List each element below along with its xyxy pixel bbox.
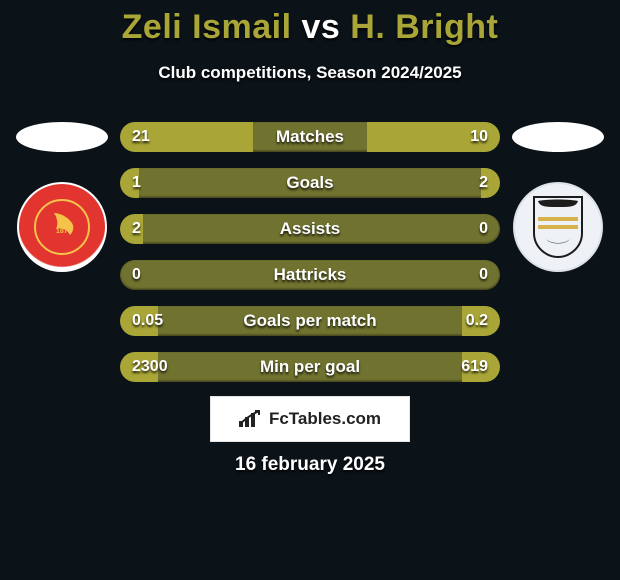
stat-value-left: 2 xyxy=(132,220,141,238)
club-crest-right xyxy=(513,182,603,272)
stat-row: 21 Matches 10 xyxy=(120,122,500,152)
date-label: 16 february 2025 xyxy=(235,454,385,476)
page-title: Zeli Ismail vs H. Bright xyxy=(0,0,620,47)
stat-value-right: 0 xyxy=(479,266,488,284)
stat-value-right: 0 xyxy=(479,220,488,238)
title-player-left: Zeli Ismail xyxy=(122,8,292,46)
stat-label: Matches xyxy=(276,127,344,147)
stat-value-right: 0.2 xyxy=(466,312,488,330)
left-column: 1875 xyxy=(12,122,112,272)
stat-value-left: 2300 xyxy=(132,358,168,376)
player-placeholder-right xyxy=(512,122,604,152)
stat-row: 2300 Min per goal 619 xyxy=(120,352,500,382)
stat-label: Assists xyxy=(280,219,340,239)
stat-value-left: 0 xyxy=(132,266,141,284)
player-placeholder-left xyxy=(16,122,108,152)
crest-right-icon xyxy=(526,193,590,261)
stat-label: Min per goal xyxy=(260,357,360,377)
stat-value-left: 1 xyxy=(132,174,141,192)
title-player-right: H. Bright xyxy=(350,8,498,46)
stat-label: Goals per match xyxy=(243,311,376,331)
svg-text:1875: 1875 xyxy=(56,228,72,235)
stat-value-left: 0.05 xyxy=(132,312,163,330)
subtitle: Club competitions, Season 2024/2025 xyxy=(0,63,620,83)
stat-value-right: 619 xyxy=(461,358,488,376)
right-column xyxy=(508,122,608,272)
stat-row: 0.05 Goals per match 0.2 xyxy=(120,306,500,336)
stat-rows: 21 Matches 10 1 Goals 2 2 Assists 0 0 Hattricks 0 0.… xyxy=(120,122,500,398)
stat-row: 1 Goals 2 xyxy=(120,168,500,198)
site-badge[interactable]: FcTables.com xyxy=(210,396,410,442)
stat-label: Goals xyxy=(286,173,333,193)
stat-value-right: 2 xyxy=(479,174,488,192)
chart-icon xyxy=(239,409,263,429)
stat-value-right: 10 xyxy=(470,128,488,146)
title-vs: vs xyxy=(302,8,341,46)
stat-value-left: 21 xyxy=(132,128,150,146)
club-crest-left: 1875 xyxy=(17,182,107,272)
stat-row: 0 Hattricks 0 xyxy=(120,260,500,290)
stat-label: Hattricks xyxy=(274,265,347,285)
crest-left-icon: 1875 xyxy=(34,199,90,255)
site-label: FcTables.com xyxy=(269,409,381,429)
stat-row: 2 Assists 0 xyxy=(120,214,500,244)
